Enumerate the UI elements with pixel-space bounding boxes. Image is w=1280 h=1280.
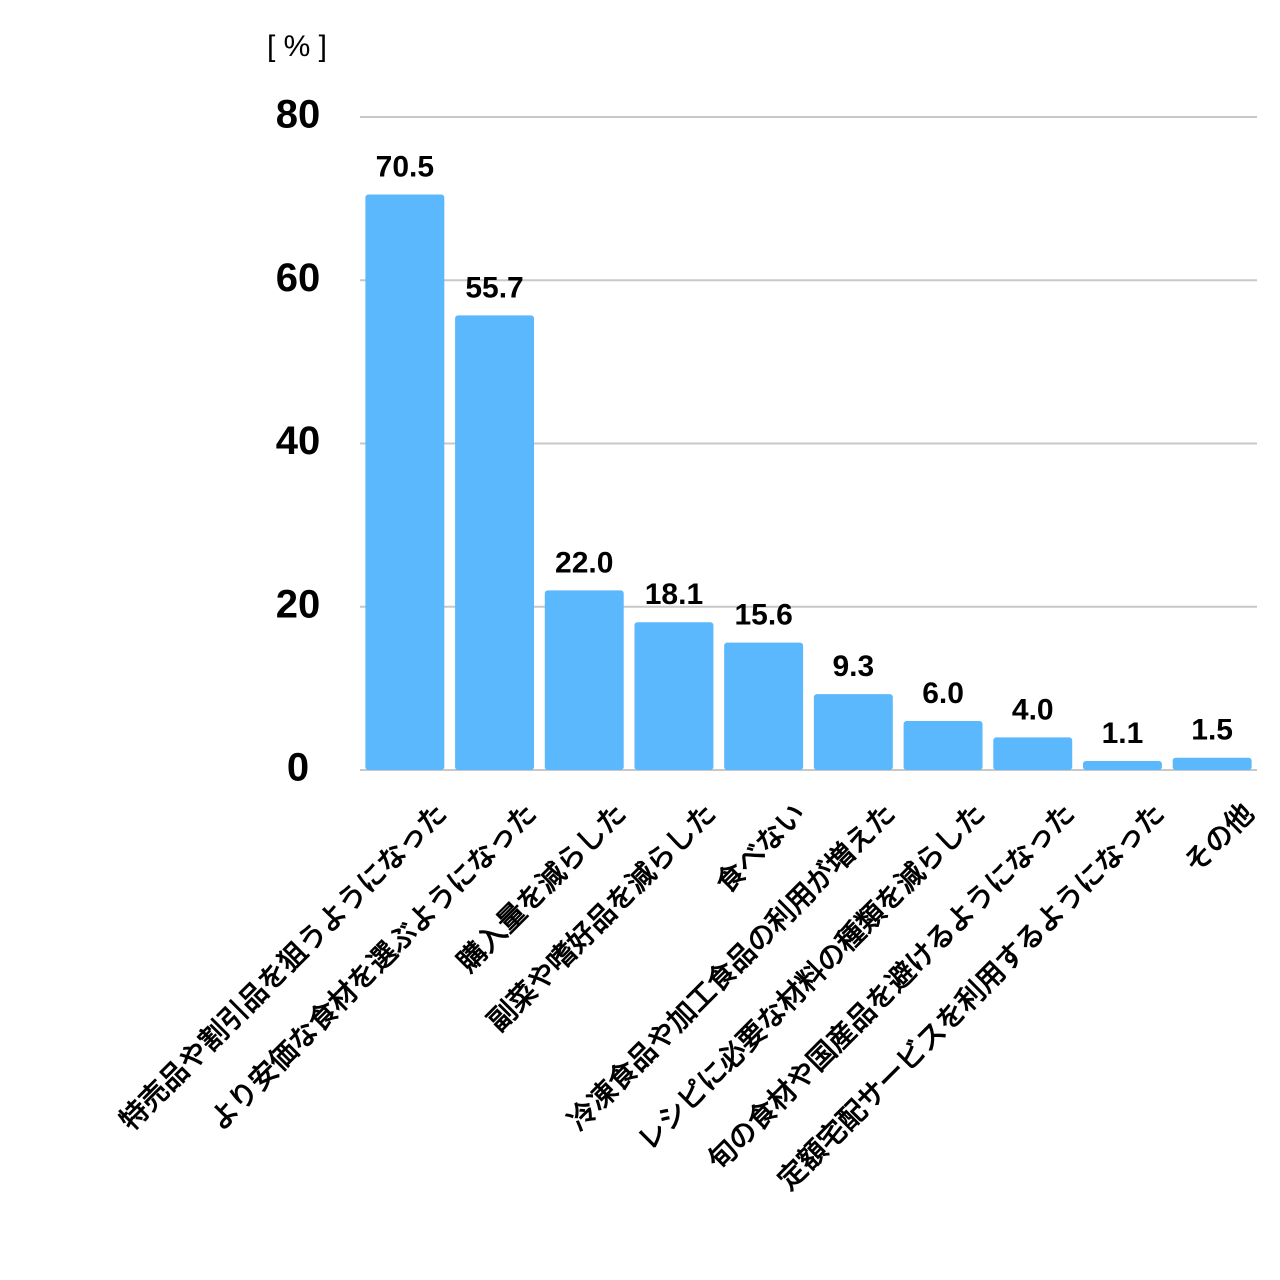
- bar: [634, 622, 714, 770]
- y-tick-label: 0: [287, 746, 309, 790]
- value-label: 55.7: [465, 271, 523, 304]
- y-tick-label: 40: [276, 419, 321, 463]
- value-label: 70.5: [376, 150, 434, 183]
- bar: [544, 590, 624, 770]
- value-label: 22.0: [555, 546, 613, 579]
- value-label: 18.1: [645, 578, 703, 611]
- bar: [993, 737, 1073, 770]
- value-label: 9.3: [832, 650, 874, 683]
- x-tick-label: 冷凍食品や加工食品の利用が増えた: [561, 797, 900, 1136]
- y-axis-label: [ % ]: [267, 30, 327, 63]
- bar: [1082, 761, 1162, 770]
- y-tick-label: 80: [276, 93, 321, 137]
- x-tick-label: その他: [1178, 798, 1259, 879]
- bar: [365, 194, 445, 770]
- value-label: 6.0: [922, 677, 964, 710]
- y-tick-label: 20: [276, 582, 321, 626]
- x-tick-label: 特売品や割引品を狙うようになった: [113, 797, 452, 1136]
- y-tick-label: 60: [276, 256, 321, 300]
- bar: [813, 694, 893, 770]
- bar: [903, 721, 983, 770]
- bar: [1172, 757, 1252, 770]
- x-tick-label: より安価な食材を選ぶようになった: [203, 797, 542, 1136]
- value-label: 1.5: [1191, 714, 1233, 747]
- bar: [455, 315, 535, 770]
- x-tick-label: 購入量を減らした: [451, 798, 631, 978]
- value-label: 15.6: [734, 599, 792, 632]
- bar: [724, 642, 804, 770]
- value-label: 4.0: [1012, 693, 1054, 726]
- value-label: 1.1: [1102, 717, 1144, 750]
